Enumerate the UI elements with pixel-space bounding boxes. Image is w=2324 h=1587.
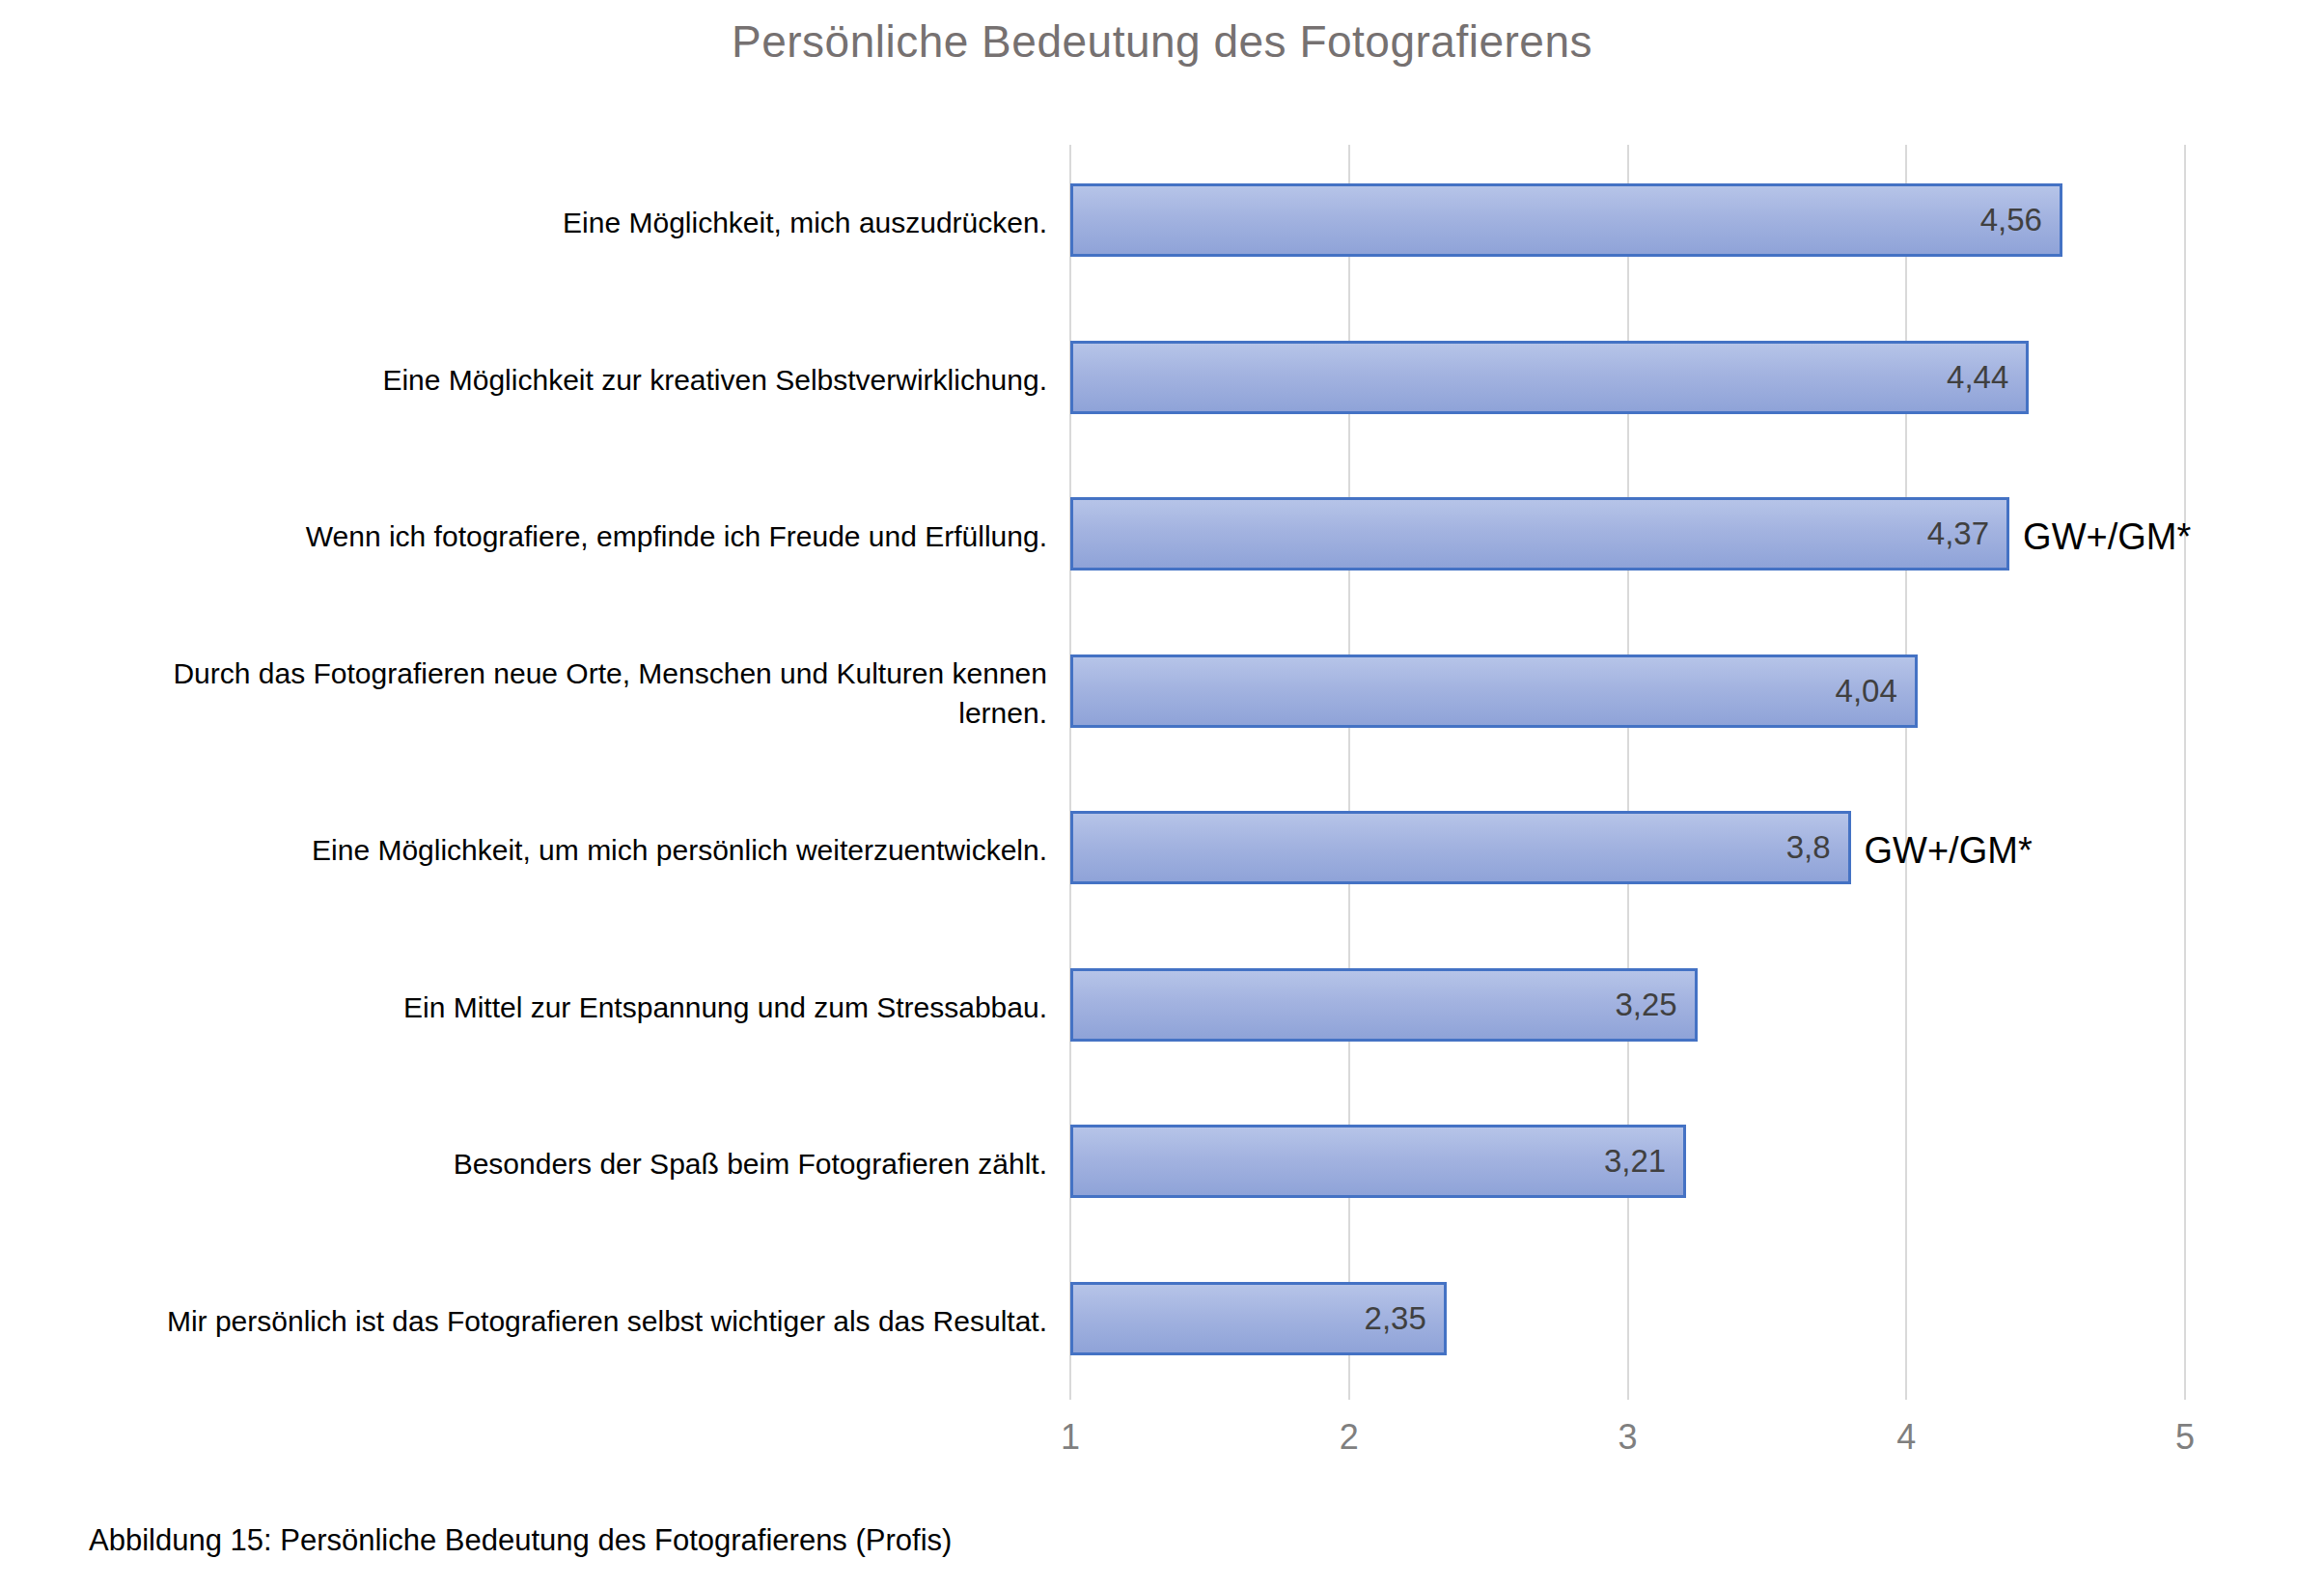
bar: 4,44 (1070, 341, 2029, 414)
figure-caption: Abbildung 15: Persönliche Bedeutung des … (89, 1523, 952, 1558)
bar-value-label: 4,04 (1836, 673, 1915, 710)
bar-row: Durch das Fotografieren neue Orte, Mensc… (0, 616, 2324, 773)
bar-row: Eine Möglichkeit, mich auszudrücken. 4,5… (0, 145, 2324, 302)
category-label: Ein Mittel zur Entspannung und zum Stres… (77, 930, 1047, 1087)
x-tick-label: 3 (1570, 1417, 1686, 1458)
x-tick-label: 2 (1291, 1417, 1407, 1458)
bar: 3,8 (1070, 811, 1851, 884)
x-axis: 12345 (1070, 1417, 2185, 1465)
category-label: Eine Möglichkeit, mich auszudrücken. (77, 145, 1047, 302)
bar-row: Eine Möglichkeit, um mich persönlich wei… (0, 772, 2324, 930)
bar-value-label: 3,25 (1615, 987, 1694, 1023)
category-label: Eine Möglichkeit, um mich persönlich wei… (77, 772, 1047, 930)
bar-value-label: 3,21 (1604, 1143, 1683, 1180)
bar-row: Mir persönlich ist das Fotografieren sel… (0, 1243, 2324, 1401)
category-label: Mir persönlich ist das Fotografieren sel… (77, 1243, 1047, 1401)
bar: 3,21 (1070, 1125, 1686, 1198)
bar-value-label: 4,44 (1947, 359, 2026, 396)
bar-value-label: 4,56 (1980, 202, 2060, 238)
bar-row: Wenn ich fotografiere, empfinde ich Freu… (0, 459, 2324, 616)
chart-figure: Persönliche Bedeutung des Fotografierens… (0, 0, 2324, 1587)
x-tick-label: 4 (1848, 1417, 1964, 1458)
bar-row: Ein Mittel zur Entspannung und zum Stres… (0, 930, 2324, 1087)
bar-annotation: GW+/GM* (1865, 772, 2033, 930)
category-label: Besonders der Spaß beim Fotografieren zä… (77, 1086, 1047, 1243)
bar-row: Besonders der Spaß beim Fotografieren zä… (0, 1086, 2324, 1243)
bar-value-label: 3,8 (1786, 829, 1848, 866)
bar: 4,56 (1070, 183, 2062, 257)
category-label: Eine Möglichkeit zur kreativen Selbstver… (77, 302, 1047, 459)
bar: 4,37 (1070, 497, 2009, 571)
bar: 4,04 (1070, 654, 1918, 728)
chart-title: Persönliche Bedeutung des Fotografierens (0, 15, 2324, 68)
bar-row: Eine Möglichkeit zur kreativen Selbstver… (0, 302, 2324, 459)
category-label: Durch das Fotografieren neue Orte, Mensc… (77, 616, 1047, 773)
bar-value-label: 2,35 (1365, 1300, 1444, 1337)
bar: 3,25 (1070, 968, 1698, 1042)
bar: 2,35 (1070, 1282, 1447, 1355)
bar-annotation: GW+/GM* (2023, 459, 2191, 616)
x-tick-label: 5 (2127, 1417, 2243, 1458)
x-tick-label: 1 (1012, 1417, 1128, 1458)
bar-value-label: 4,37 (1927, 515, 2006, 552)
bar-rows: Eine Möglichkeit, mich auszudrücken. 4,5… (0, 145, 2324, 1400)
category-label: Wenn ich fotografiere, empfinde ich Freu… (77, 459, 1047, 616)
